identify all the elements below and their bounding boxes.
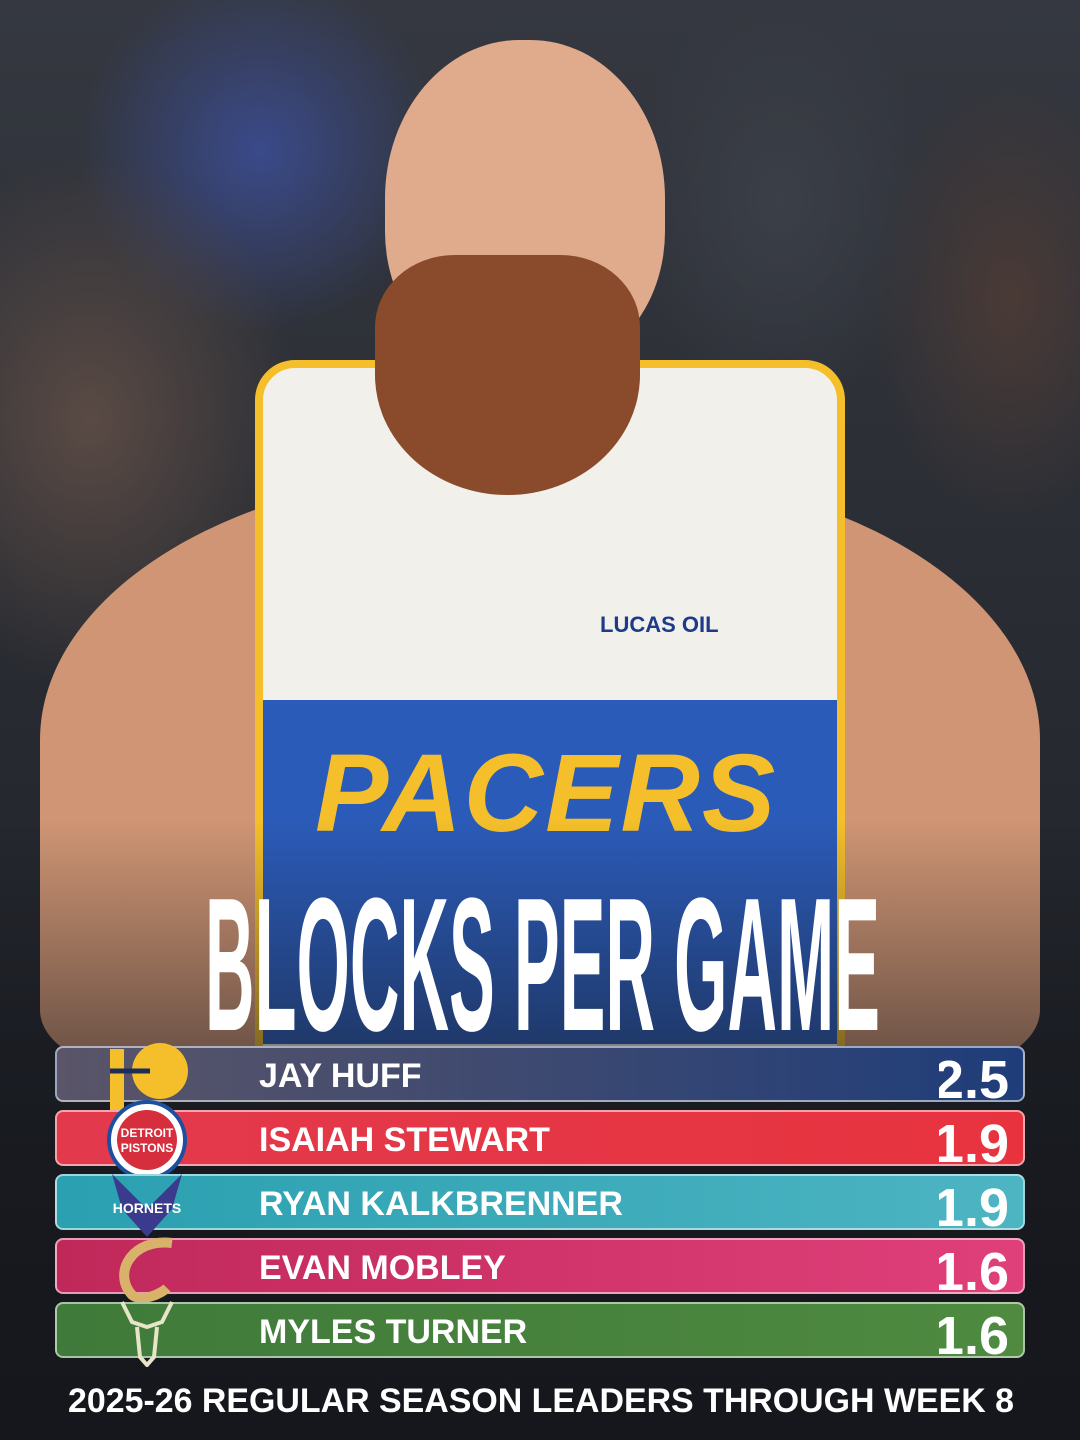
- leader-row: HORNETS RYAN KALKBRENNER 1.9: [55, 1174, 1025, 1237]
- blocks-value-wrap: 1.9: [939, 1114, 1009, 1168]
- blocks-value: 2.5: [939, 1050, 1009, 1104]
- player-name: MYLES TURNER: [259, 1313, 528, 1351]
- blocks-value: 1.9: [939, 1114, 1009, 1168]
- blocks-value-wrap: 1.6: [939, 1242, 1009, 1296]
- hornets-logo-icon: HORNETS: [97, 1168, 197, 1240]
- pacers-logo-icon: [97, 1040, 197, 1112]
- svg-text:DETROIT: DETROIT: [121, 1126, 174, 1140]
- leader-row: EVAN MOBLEY 1.6: [55, 1237, 1025, 1303]
- footer-caption-wrap: 2025-26 REGULAR SEASON LEADERS THROUGH W…: [68, 1382, 1014, 1420]
- cavaliers-logo-icon: [97, 1232, 197, 1304]
- player-beard: [375, 255, 640, 495]
- jersey-sponsor: LUCAS OIL: [600, 612, 719, 637]
- player-name: RYAN KALKBRENNER: [259, 1185, 623, 1223]
- graphic-title-wrap: BLOCKS PER GAME: [205, 870, 880, 1040]
- bucks-logo-icon: [97, 1296, 197, 1368]
- player-name: ISAIAH STEWART: [259, 1121, 550, 1159]
- blocks-value: 1.6: [939, 1242, 1009, 1296]
- leader-row: JAY HUFF 2.5: [55, 1043, 1025, 1111]
- leader-row: MYLES TURNER 1.6: [55, 1301, 1025, 1367]
- blocks-value-wrap: 1.6: [939, 1306, 1009, 1360]
- blocks-value-wrap: 2.5: [939, 1050, 1009, 1104]
- player-name: EVAN MOBLEY: [259, 1249, 506, 1287]
- graphic-title: BLOCKS PER GAME: [205, 870, 880, 1040]
- svg-text:PISTONS: PISTONS: [121, 1141, 173, 1155]
- footer-caption: 2025-26 REGULAR SEASON LEADERS THROUGH W…: [68, 1382, 1014, 1420]
- blocks-value: 1.6: [939, 1306, 1009, 1360]
- leader-row: DETROIT PISTONS ISAIAH STEWART 1.9: [55, 1100, 1025, 1180]
- blocks-value: 1.9: [939, 1178, 1009, 1232]
- pistons-logo-icon: DETROIT PISTONS: [97, 1100, 197, 1180]
- blocks-value-wrap: 1.9: [939, 1178, 1009, 1232]
- player-name: JAY HUFF: [259, 1057, 422, 1095]
- svg-text:HORNETS: HORNETS: [113, 1200, 181, 1216]
